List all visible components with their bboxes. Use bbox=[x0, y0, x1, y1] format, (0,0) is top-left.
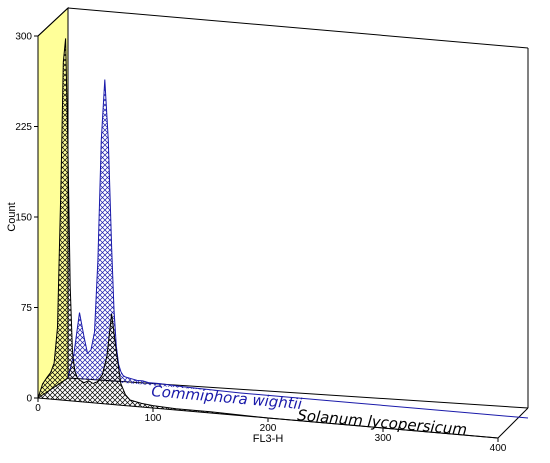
x-tick-label: 0 bbox=[35, 403, 41, 414]
y-tick-label: 150 bbox=[15, 213, 32, 224]
back-top-edge bbox=[67, 7, 529, 49]
y-axis-title: Count bbox=[6, 202, 18, 231]
y-tick-label: 300 bbox=[15, 32, 32, 43]
right-depth-edge bbox=[497, 407, 529, 439]
series-front-group bbox=[37, 38, 499, 439]
x-axis-ticks: 0 100 200 300 400 bbox=[35, 398, 507, 454]
x-tick-label: 200 bbox=[260, 423, 277, 434]
series-fill-commiphora bbox=[68, 79, 528, 418]
series-line-commiphora bbox=[67, 79, 529, 419]
y-axis-ticks: 0 75 150 225 300 bbox=[15, 32, 38, 405]
series-fill-solanum bbox=[38, 38, 498, 439]
y-tick-label: 0 bbox=[26, 394, 32, 405]
x-axis-title: FL3-H bbox=[253, 433, 284, 445]
y-tick-label: 75 bbox=[21, 303, 33, 314]
y-tick-label: 225 bbox=[15, 122, 32, 133]
x-tick-label: 100 bbox=[145, 413, 162, 424]
top-left-edge bbox=[37, 7, 69, 37]
x-tick-label: 400 bbox=[490, 443, 507, 454]
series-line-solanum bbox=[37, 38, 499, 439]
x-tick-label: 300 bbox=[375, 433, 392, 444]
series-back-group bbox=[67, 79, 529, 419]
